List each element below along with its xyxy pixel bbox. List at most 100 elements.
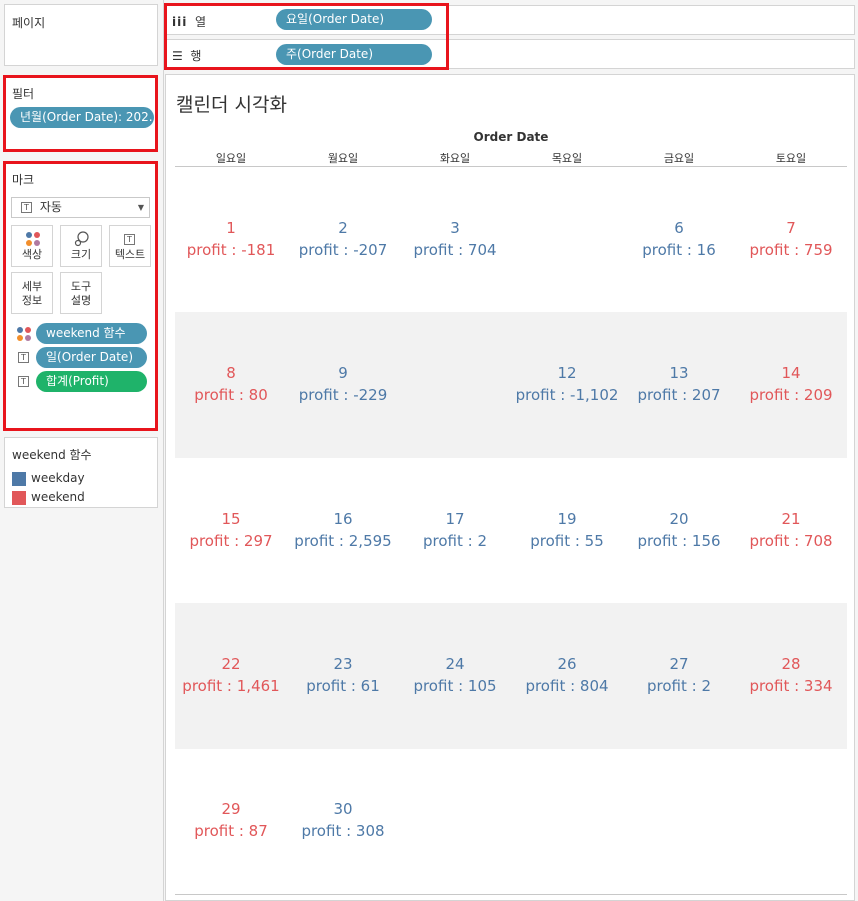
detail-label: 세부 정보 bbox=[12, 280, 52, 308]
calendar-view: 캘린더 시각화 Order Date 일요일 월요일 화요일 목요일 금요일 토… bbox=[165, 74, 855, 901]
tooltip-label-line1: 도구 bbox=[70, 280, 92, 293]
calendar-cell[interactable]: 21 profit : 708 bbox=[735, 508, 847, 552]
text-field-icon: T bbox=[18, 352, 29, 363]
mark-type-value: 자동 bbox=[39, 200, 62, 214]
day-number: 13 bbox=[669, 364, 689, 382]
day-number: 27 bbox=[669, 655, 689, 673]
legend-item-weekend[interactable]: weekend bbox=[12, 490, 85, 505]
text-button[interactable]: T 텍스트 bbox=[109, 225, 151, 267]
filter-pill-year-month[interactable]: 년월(Order Date): 202.. bbox=[10, 107, 154, 128]
profit-value: profit : 16 bbox=[642, 241, 716, 259]
color-button[interactable]: 색상 bbox=[11, 225, 53, 267]
columns-pill-weekday[interactable]: 요일(Order Date) bbox=[276, 9, 432, 30]
calendar-cell[interactable]: 6 profit : 16 bbox=[623, 217, 735, 261]
calendar-cell[interactable]: 16 profit : 2,595 bbox=[287, 508, 399, 552]
tooltip-button[interactable]: 도구 설명 bbox=[60, 272, 102, 314]
day-number: 6 bbox=[674, 219, 684, 237]
legend-title: weekend 함수 bbox=[12, 448, 92, 462]
mark-field-day[interactable]: 일(Order Date) bbox=[36, 347, 147, 368]
legend-card: weekend 함수 weekday weekend bbox=[4, 437, 158, 508]
row-band bbox=[175, 312, 847, 458]
day-number: 19 bbox=[557, 510, 577, 528]
profit-value: profit : 61 bbox=[306, 677, 380, 695]
profit-value: profit : 308 bbox=[301, 822, 385, 840]
calendar-cell[interactable]: 27 profit : 2 bbox=[623, 653, 735, 697]
row-band bbox=[175, 603, 847, 749]
col-header: 화요일 bbox=[439, 152, 471, 165]
rows-icon: ☰ bbox=[172, 49, 183, 63]
calendar-cell[interactable]: 17 profit : 2 bbox=[399, 508, 511, 552]
calendar-cell[interactable]: 14 profit : 209 bbox=[735, 362, 847, 406]
filters-title: 필터 bbox=[12, 87, 35, 101]
calendar-cell[interactable]: 29 profit : 87 bbox=[175, 798, 287, 842]
columns-shelf[interactable]: iii 열 요일(Order Date) bbox=[165, 5, 855, 35]
calendar-cell[interactable]: 26 profit : 804 bbox=[511, 653, 623, 697]
calendar-cell[interactable]: 3 profit : 704 bbox=[399, 217, 511, 261]
calendar-cell[interactable]: 7 profit : 759 bbox=[735, 217, 847, 261]
calendar-cell[interactable]: 28 profit : 334 bbox=[735, 653, 847, 697]
mark-field-profit[interactable]: 합계(Profit) bbox=[36, 371, 147, 392]
day-number: 29 bbox=[221, 800, 241, 818]
calendar-cell[interactable]: 24 profit : 105 bbox=[399, 653, 511, 697]
detail-label-line2: 정보 bbox=[21, 294, 43, 307]
day-number: 16 bbox=[333, 510, 353, 528]
calendar-cell[interactable]: 19 profit : 55 bbox=[511, 508, 623, 552]
day-number: 26 bbox=[557, 655, 577, 673]
rows-label: 행 bbox=[190, 49, 202, 63]
calendar-cell[interactable]: 20 profit : 156 bbox=[623, 508, 735, 552]
calendar-cell[interactable]: 23 profit : 61 bbox=[287, 653, 399, 697]
weekend-swatch bbox=[12, 490, 26, 505]
day-number: 2 bbox=[338, 219, 348, 237]
size-button[interactable]: 크기 bbox=[60, 225, 102, 267]
axis-title: Order Date bbox=[473, 130, 549, 144]
day-number: 17 bbox=[445, 510, 465, 528]
day-number: 14 bbox=[781, 364, 801, 382]
calendar-cell[interactable]: 22 profit : 1,461 bbox=[175, 653, 287, 697]
mark-field-weekend[interactable]: weekend 함수 bbox=[36, 323, 147, 344]
profit-value: profit : 2 bbox=[423, 532, 487, 550]
detail-label-line1: 세부 bbox=[21, 280, 43, 293]
filters-card: 필터 년월(Order Date): 202.. bbox=[4, 76, 158, 150]
calendar-cell[interactable]: 1 profit : -181 bbox=[175, 217, 287, 261]
mark-type-dropdown[interactable]: T 자동 ▼ bbox=[11, 197, 150, 218]
profit-value: profit : 2 bbox=[647, 677, 711, 695]
calendar-cell[interactable]: 8 profit : 80 bbox=[175, 362, 287, 406]
day-number: 9 bbox=[338, 364, 348, 382]
day-number: 21 bbox=[781, 510, 801, 528]
rows-pill-week[interactable]: 주(Order Date) bbox=[276, 44, 432, 65]
day-number: 30 bbox=[333, 800, 353, 818]
chevron-down-icon: ▼ bbox=[137, 203, 144, 212]
detail-button[interactable]: 세부 정보 bbox=[11, 272, 53, 314]
color-label: 색상 bbox=[21, 248, 43, 261]
day-number: 7 bbox=[786, 219, 796, 237]
marks-highlight bbox=[3, 161, 158, 431]
columns-icon: iii bbox=[172, 15, 188, 29]
text-label: 텍스트 bbox=[114, 248, 146, 261]
profit-value: profit : 297 bbox=[189, 532, 273, 550]
marks-title: 마크 bbox=[12, 173, 35, 187]
calendar-cell[interactable]: 12 profit : -1,102 bbox=[511, 362, 623, 406]
calendar-cell[interactable]: 13 profit : 207 bbox=[623, 362, 735, 406]
calendar-cell[interactable]: 15 profit : 297 bbox=[175, 508, 287, 552]
day-number: 8 bbox=[226, 364, 236, 382]
profit-value: profit : -181 bbox=[186, 241, 276, 259]
rows-shelf-label: ☰ 행 bbox=[172, 47, 201, 64]
calendar-cell[interactable]: 9 profit : -229 bbox=[287, 362, 399, 406]
calendar-cell[interactable]: 30 profit : 308 bbox=[287, 798, 399, 842]
legend-label: weekday bbox=[31, 471, 85, 485]
profit-value: profit : -207 bbox=[298, 241, 388, 259]
pages-card[interactable]: 페이지 bbox=[4, 4, 158, 66]
tooltip-label-line2: 설명 bbox=[70, 294, 92, 307]
profit-value: profit : 704 bbox=[413, 241, 497, 259]
color-field-icon bbox=[16, 326, 32, 342]
legend-item-weekday[interactable]: weekday bbox=[12, 471, 85, 486]
profit-value: profit : 759 bbox=[749, 241, 833, 259]
rows-shelf[interactable]: ☰ 행 주(Order Date) bbox=[165, 39, 855, 69]
profit-value: profit : 2,595 bbox=[294, 532, 392, 550]
header-divider bbox=[175, 166, 847, 167]
profit-value: profit : 209 bbox=[749, 386, 833, 404]
day-number: 23 bbox=[333, 655, 353, 673]
bottom-divider bbox=[175, 894, 847, 895]
profit-value: profit : 55 bbox=[530, 532, 604, 550]
calendar-cell[interactable]: 2 profit : -207 bbox=[287, 217, 399, 261]
